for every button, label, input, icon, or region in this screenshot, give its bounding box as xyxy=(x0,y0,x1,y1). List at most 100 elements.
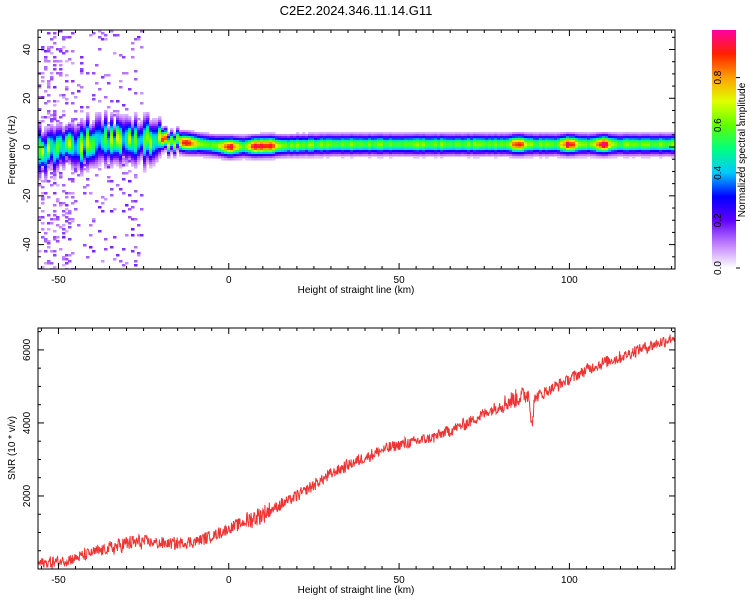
heatmap-cell xyxy=(152,130,156,133)
heatmap-cell xyxy=(464,134,468,137)
heatmap-cell xyxy=(116,130,120,133)
heatmap-cell xyxy=(299,140,303,143)
heatmap-cell xyxy=(449,134,453,137)
heatmap-cell xyxy=(347,138,351,141)
heatmap-cell xyxy=(104,248,108,251)
heatmap-cell xyxy=(398,142,402,145)
heatmap-cell xyxy=(89,234,93,237)
heatmap-cell xyxy=(548,142,552,145)
heatmap-cell xyxy=(311,154,315,157)
heatmap-cell xyxy=(134,160,138,163)
heatmap-cell xyxy=(233,140,237,143)
heatmap-cell xyxy=(116,112,120,115)
heatmap-cell xyxy=(467,132,471,135)
heatmap-cell xyxy=(248,150,252,153)
heatmap-cell xyxy=(533,136,537,139)
heatmap-cell xyxy=(221,138,225,141)
heatmap-cell xyxy=(470,136,474,139)
heatmap-cell xyxy=(80,122,84,125)
heatmap-cell xyxy=(527,144,531,147)
heatmap-cell xyxy=(374,144,378,147)
heatmap-cell xyxy=(245,134,249,137)
heatmap-cell xyxy=(410,154,414,157)
heatmap-cell xyxy=(44,138,48,141)
heatmap-cell xyxy=(434,136,438,139)
heatmap-cell xyxy=(536,134,540,137)
heatmap-cell xyxy=(161,138,165,141)
heatmap-cell xyxy=(524,146,528,149)
heatmap-cell xyxy=(254,146,258,149)
heatmap-cell xyxy=(158,146,162,149)
heatmap-cell xyxy=(449,148,453,151)
heatmap-cell xyxy=(641,136,645,139)
heatmap-cell xyxy=(164,128,168,131)
heatmap-cell xyxy=(47,228,51,231)
heatmap-cell xyxy=(659,132,663,135)
heatmap-cell xyxy=(386,134,390,137)
heatmap-cell xyxy=(665,152,669,155)
heatmap-cell xyxy=(404,140,408,143)
heatmap-cell xyxy=(500,146,504,149)
heatmap-cell xyxy=(554,134,558,137)
heatmap-cell xyxy=(44,250,48,253)
heatmap-cell xyxy=(239,154,243,157)
heatmap-cell xyxy=(413,146,417,149)
heatmap-cell xyxy=(656,136,660,139)
heatmap-cell xyxy=(416,154,420,157)
heatmap-cell xyxy=(557,144,561,147)
heatmap-cell xyxy=(68,148,72,151)
heatmap-cell xyxy=(95,162,99,165)
heatmap-cell xyxy=(542,150,546,153)
heatmap-cell xyxy=(302,146,306,149)
heatmap-cell xyxy=(425,152,429,155)
heatmap-cell xyxy=(86,132,90,135)
heatmap-cell xyxy=(290,148,294,151)
heatmap-cell xyxy=(236,158,240,161)
heatmap-cell xyxy=(428,146,432,149)
heatmap-cell xyxy=(47,60,51,63)
heatmap-cell xyxy=(89,162,93,165)
heatmap-cell xyxy=(584,154,588,157)
heatmap-cell xyxy=(257,150,261,153)
heatmap-cell xyxy=(518,152,522,155)
heatmap-cell xyxy=(503,148,507,151)
heatmap-cell xyxy=(347,146,351,149)
heatmap-cell xyxy=(635,134,639,137)
heatmap-cell xyxy=(473,152,477,155)
heatmap-cell xyxy=(602,150,606,153)
heatmap-cell xyxy=(581,150,585,153)
heatmap-cell xyxy=(431,154,435,157)
heatmap-cell xyxy=(182,146,186,149)
heatmap-cell xyxy=(110,166,114,169)
heatmap-cell xyxy=(440,136,444,139)
heatmap-cell xyxy=(485,146,489,149)
heatmap-cell xyxy=(113,160,117,163)
heatmap-cell xyxy=(62,136,66,139)
heatmap-cell xyxy=(620,134,624,137)
heatmap-cell xyxy=(170,136,174,139)
heatmap-cell xyxy=(53,210,57,213)
heatmap-cell xyxy=(158,124,162,127)
heatmap-cell xyxy=(92,120,96,123)
heatmap-cell xyxy=(188,148,192,151)
heatmap-cell xyxy=(197,132,201,135)
heatmap-cell xyxy=(80,56,84,59)
heatmap-cell xyxy=(575,150,579,153)
heatmap-cell xyxy=(617,146,621,149)
heatmap-cell xyxy=(104,114,108,117)
heatmap-cell xyxy=(599,134,603,137)
heatmap-cell xyxy=(188,150,192,153)
heatmap-cell xyxy=(338,134,342,137)
heatmap-cell xyxy=(662,146,666,149)
heatmap-cell xyxy=(326,142,330,145)
heatmap-cell xyxy=(302,140,306,143)
heatmap-cell xyxy=(491,138,495,141)
heatmap-cell xyxy=(302,134,306,137)
heatmap-cell xyxy=(143,168,147,171)
heatmap-cell xyxy=(608,146,612,149)
heatmap-cell xyxy=(203,138,207,141)
heatmap-cell xyxy=(338,144,342,147)
heatmap-cell xyxy=(59,148,63,151)
heatmap-cell xyxy=(296,132,300,135)
